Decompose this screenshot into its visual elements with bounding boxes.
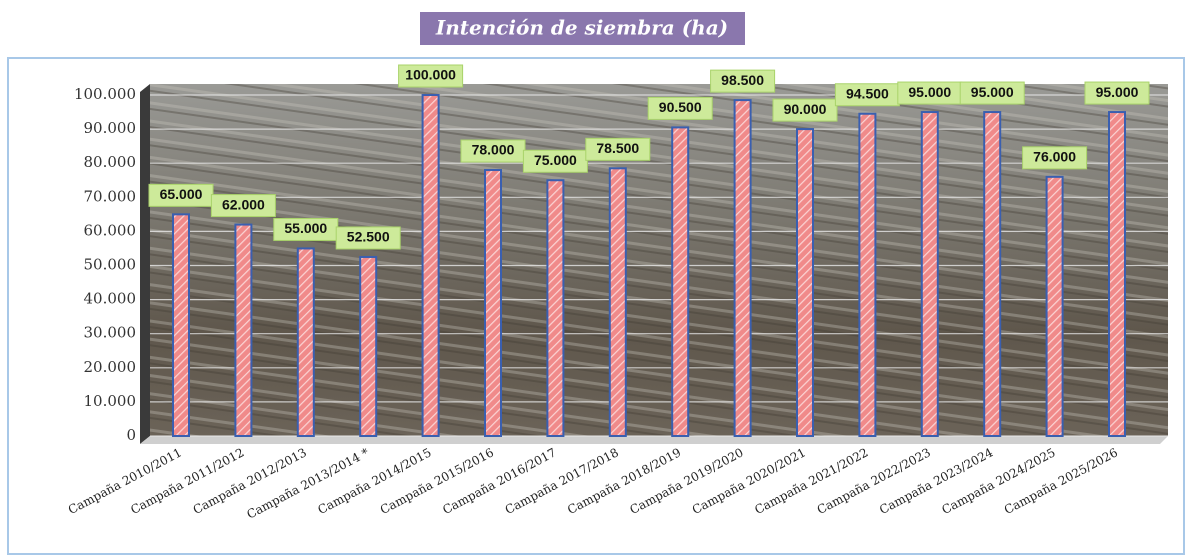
bar xyxy=(484,169,502,438)
bar xyxy=(796,128,814,437)
value-label: 76.000 xyxy=(1033,149,1076,165)
bar xyxy=(234,223,253,437)
y-tick-label: 100.000 xyxy=(74,85,136,103)
y-tick-label: 0 xyxy=(126,426,136,444)
y-tick-label: 80.000 xyxy=(84,153,137,171)
y-tick-label: 40.000 xyxy=(84,290,137,308)
side-wall xyxy=(140,84,150,444)
bar xyxy=(296,247,315,437)
floor xyxy=(140,436,1168,444)
value-label-box xyxy=(1022,146,1088,170)
y-tick-label: 10.000 xyxy=(84,392,137,410)
y-tick-label: 90.000 xyxy=(84,119,137,137)
bar xyxy=(608,167,627,437)
value-label-box xyxy=(335,226,401,250)
value-label: 100.000 xyxy=(405,67,456,83)
value-label: 90.000 xyxy=(784,101,827,117)
value-label: 98.500 xyxy=(721,72,764,88)
bar xyxy=(172,213,190,437)
value-label-box xyxy=(585,137,651,161)
y-tick-label: 20.000 xyxy=(84,358,137,376)
value-label: 95.000 xyxy=(908,84,951,100)
value-label-box xyxy=(959,81,1025,105)
value-label: 90.500 xyxy=(659,99,702,115)
chart-title: Intención de siembra (ha) xyxy=(435,16,728,40)
title-box xyxy=(420,12,745,45)
bar xyxy=(1108,111,1126,438)
value-label-box xyxy=(647,96,713,120)
value-label-box xyxy=(210,194,276,218)
bar xyxy=(920,111,939,438)
value-label-box xyxy=(1084,81,1150,105)
bar xyxy=(1045,175,1064,437)
bar xyxy=(359,255,378,437)
value-label: 52.500 xyxy=(347,229,390,245)
bar xyxy=(421,94,440,437)
value-label: 95.000 xyxy=(971,84,1014,100)
bar xyxy=(858,112,877,437)
value-label: 75.000 xyxy=(534,152,577,168)
value-label: 62.000 xyxy=(222,196,265,212)
bar xyxy=(671,126,690,438)
y-tick-label: 50.000 xyxy=(84,256,137,274)
value-label-box xyxy=(772,98,838,122)
value-label: 95.000 xyxy=(1096,84,1139,100)
y-tick-label: 70.000 xyxy=(84,187,137,205)
value-label: 55.000 xyxy=(284,220,327,236)
bar xyxy=(546,179,565,437)
y-tick-label: 30.000 xyxy=(84,324,137,342)
bar xyxy=(733,99,752,438)
value-label-box xyxy=(522,149,588,173)
bar xyxy=(983,111,1002,438)
value-label: 94.500 xyxy=(846,85,889,101)
value-label: 78.000 xyxy=(472,142,515,158)
value-label-box xyxy=(710,69,776,93)
value-label: 65.000 xyxy=(160,186,203,202)
value-label-box xyxy=(398,64,464,88)
y-tick-label: 60.000 xyxy=(84,221,137,239)
value-label: 78.500 xyxy=(596,140,639,156)
